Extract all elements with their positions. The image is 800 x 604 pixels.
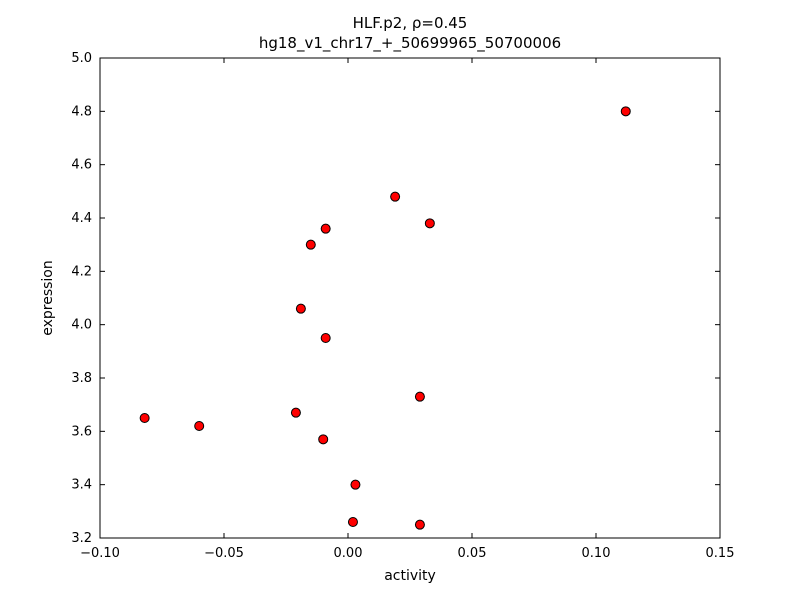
- data-point: [620, 106, 631, 117]
- x-tick-label: −0.10: [80, 546, 120, 561]
- y-tick-label: 4.2: [71, 264, 92, 279]
- data-point: [295, 303, 306, 314]
- data-point: [320, 223, 331, 234]
- y-tick-label: 4.4: [71, 211, 92, 226]
- y-tick-label: 3.6: [71, 424, 92, 439]
- data-point: [424, 218, 435, 229]
- plot-border: [99, 57, 721, 539]
- x-tick-label: 0.05: [458, 546, 487, 561]
- data-point: [414, 519, 425, 530]
- x-tick-label: −0.05: [204, 546, 244, 561]
- y-tick-label: 3.8: [71, 371, 92, 386]
- x-axis-label: activity: [384, 568, 436, 584]
- y-tick-label: 4.6: [71, 158, 92, 173]
- y-tick-label: 4.0: [71, 318, 92, 333]
- y-axis-label: expression: [40, 260, 56, 336]
- data-point: [139, 413, 150, 423]
- data-point: [290, 407, 301, 418]
- data-point: [318, 434, 329, 445]
- y-tick-label: 3.2: [71, 531, 92, 546]
- chart-dynamic-layer: −0.10 −0.05 0.00 0.05 0.10 0.15 3.2 3.4 3.6 3.8 4.…: [71, 51, 734, 561]
- y-tick-label: 5.0: [71, 51, 92, 66]
- y-tick-label: 3.4: [71, 478, 92, 493]
- x-tick-label: 0.00: [334, 546, 363, 561]
- chart-title: HLF.p2, ρ=0.45: [353, 14, 468, 32]
- y-tick-label: 4.8: [71, 104, 92, 119]
- data-point: [194, 421, 205, 431]
- chart-subtitle: hg18_v1_chr17_+_50699965_50700006: [259, 34, 561, 53]
- data-point: [390, 191, 401, 202]
- x-tick-label: 0.10: [582, 546, 611, 561]
- data-point: [347, 517, 358, 527]
- x-tick-label: 0.15: [706, 546, 735, 561]
- data-point: [350, 479, 361, 490]
- data-point: [414, 391, 425, 402]
- data-point: [320, 333, 331, 343]
- data-point: [305, 239, 316, 250]
